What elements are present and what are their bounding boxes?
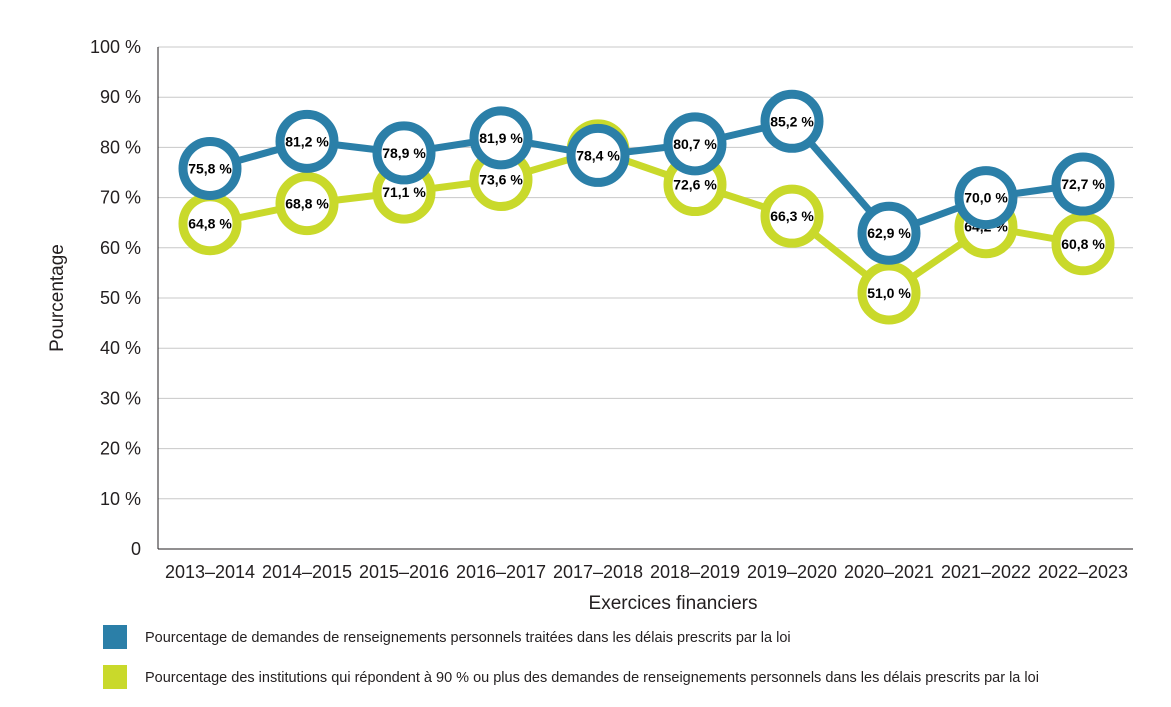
y-tick-label: 30 % <box>100 388 141 408</box>
data-label: 78,9 % <box>382 145 426 161</box>
y-tick-label: 0 <box>131 539 141 559</box>
data-point <box>760 184 824 248</box>
x-axis-title: Exercices financiers <box>589 593 758 614</box>
x-tick-label: 2014–2015 <box>262 562 352 582</box>
series-line <box>209 147 1084 297</box>
data-label: 81,9 % <box>479 130 523 146</box>
data-point <box>469 106 533 170</box>
data-label: 62,9 % <box>867 225 911 241</box>
data-label: 51,0 % <box>867 285 911 301</box>
data-label: 85,2 % <box>770 113 814 129</box>
data-point <box>857 261 921 325</box>
data-label: 72,7 % <box>1061 176 1105 192</box>
data-label: 80,7 % <box>673 136 717 152</box>
data-label: 75,8 % <box>188 160 232 176</box>
data-point <box>954 166 1018 230</box>
x-tick-label: 2022–2023 <box>1038 562 1128 582</box>
series-line <box>209 117 1084 237</box>
series-layer: 64,8 %68,8 %71,1 %73,6 %79,3 %72,6 %66,3… <box>178 89 1115 325</box>
x-tick-label: 2020–2021 <box>844 562 934 582</box>
legend-label: Pourcentage des institutions qui réponde… <box>145 670 1039 686</box>
y-tick-label: 90 % <box>100 87 141 107</box>
x-tick-label: 2017–2018 <box>553 562 643 582</box>
y-tick-label: 60 % <box>100 238 141 258</box>
x-tick-label: 2018–2019 <box>650 562 740 582</box>
data-point <box>760 89 824 153</box>
data-label: 72,6 % <box>673 177 717 193</box>
x-tick-label: 2016–2017 <box>456 562 546 582</box>
legend-label: Pourcentage de demandes de renseignement… <box>145 630 791 646</box>
data-point <box>372 121 436 185</box>
x-tick-label: 2013–2014 <box>165 562 255 582</box>
legend: Pourcentage de demandes de renseignement… <box>103 625 1039 689</box>
y-tick-label: 70 % <box>100 188 141 208</box>
legend-swatch <box>103 665 127 689</box>
data-label: 81,2 % <box>285 133 329 149</box>
data-label: 60,8 % <box>1061 236 1105 252</box>
data-label: 64,8 % <box>188 216 232 232</box>
data-point <box>275 172 339 236</box>
x-axis-ticks: 2013–2014 2014–2015 2015–2016 2016–2017 2017… <box>165 562 1128 582</box>
data-point <box>1051 212 1115 276</box>
y-tick-label: 100 % <box>90 37 141 57</box>
y-tick-label: 20 % <box>100 439 141 459</box>
y-axis-ticks: 0 10 % 20 % 30 % 40 % 50 % 60 % 70 % 80 % 90 % 100… <box>90 37 141 559</box>
x-tick-label: 2015–2016 <box>359 562 449 582</box>
data-point <box>275 109 339 173</box>
y-axis-title: Pourcentage <box>47 244 68 352</box>
data-point <box>1051 152 1115 216</box>
data-point <box>566 123 630 187</box>
legend-swatch <box>103 625 127 649</box>
data-point <box>178 136 242 200</box>
series-1: 75,8 % 81,2 % 78,9 % 81,9 % 78,4 % 80,7 % 85,2… <box>178 89 1115 265</box>
data-label: 78,4 % <box>576 147 620 163</box>
y-tick-label: 40 % <box>100 338 141 358</box>
data-point <box>857 201 921 265</box>
y-tick-label: 80 % <box>100 137 141 157</box>
x-tick-label: 2021–2022 <box>941 562 1031 582</box>
x-tick-label: 2019–2020 <box>747 562 837 582</box>
data-point <box>663 112 727 176</box>
y-tick-label: 50 % <box>100 288 141 308</box>
data-label: 71,1 % <box>382 184 426 200</box>
data-label: 66,3 % <box>770 208 814 224</box>
data-label: 73,6 % <box>479 172 523 188</box>
y-tick-label: 10 % <box>100 489 141 509</box>
data-label: 68,8 % <box>285 196 329 212</box>
data-label: 70,0 % <box>964 190 1008 206</box>
